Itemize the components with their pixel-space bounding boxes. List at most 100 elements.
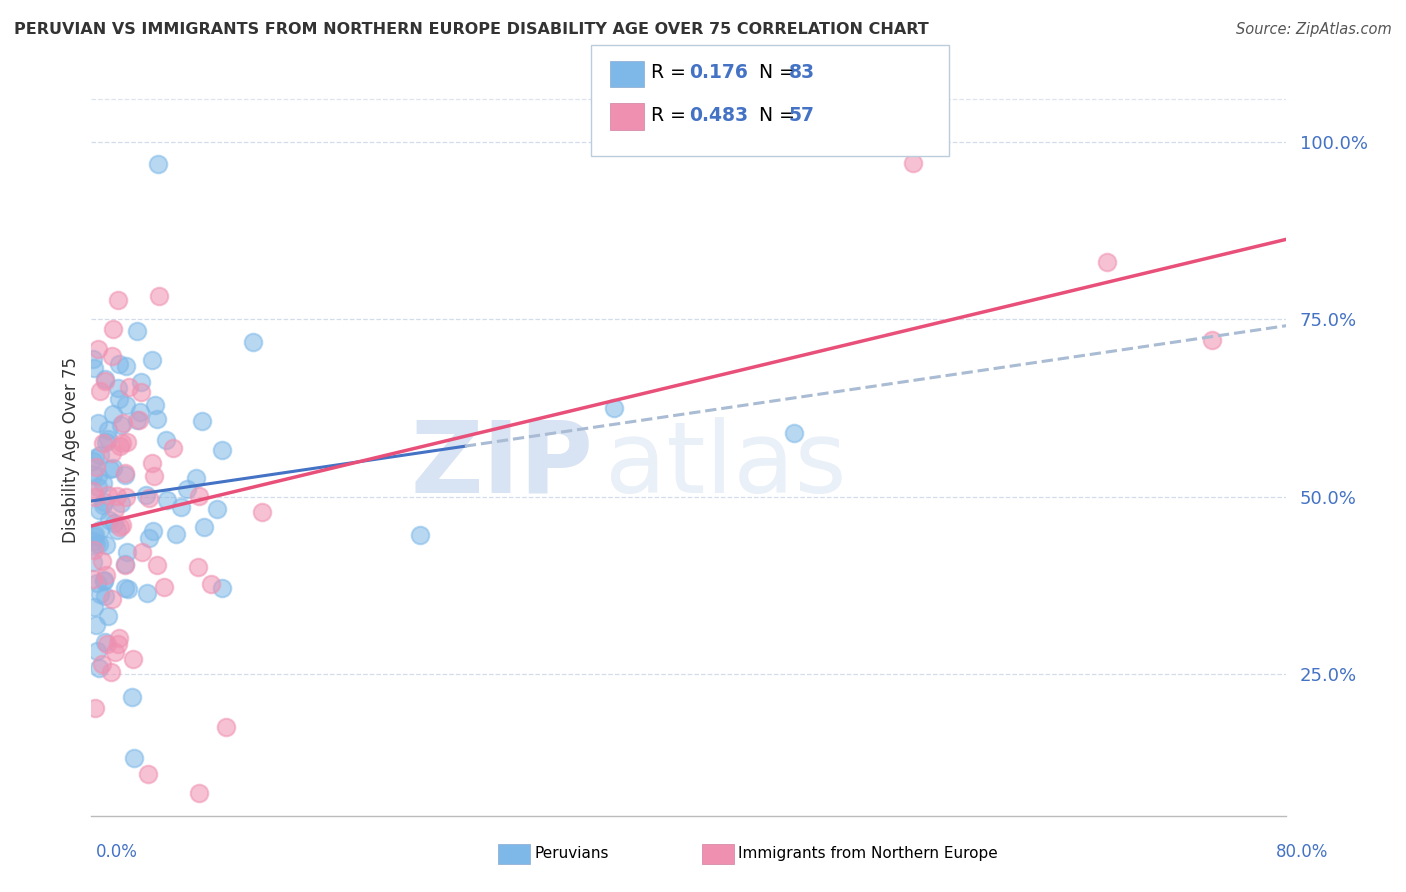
Point — [82, 454, 104, 468]
Point — [141, 456, 163, 470]
Point — [142, 524, 165, 538]
Text: R =: R = — [651, 62, 692, 82]
Point — [83, 534, 105, 549]
Point — [114, 558, 136, 572]
Text: Source: ZipAtlas.com: Source: ZipAtlas.com — [1236, 22, 1392, 37]
Point — [115, 434, 138, 449]
Point — [107, 357, 129, 371]
Point — [84, 617, 107, 632]
Point — [124, 751, 146, 765]
Point — [93, 574, 115, 588]
Point — [131, 545, 153, 559]
Point — [107, 637, 129, 651]
Point — [104, 501, 127, 516]
Point — [93, 494, 115, 508]
Point — [83, 451, 105, 466]
Point — [114, 398, 136, 412]
Point — [155, 493, 177, 508]
Point — [82, 467, 104, 482]
Text: ZIP: ZIP — [411, 417, 593, 514]
Point — [89, 523, 111, 537]
Point — [115, 359, 138, 373]
Point — [129, 384, 152, 399]
Point — [138, 491, 160, 505]
Point — [94, 568, 117, 582]
Point — [101, 407, 124, 421]
Point — [87, 416, 110, 430]
Text: 80.0%: 80.0% — [1277, 843, 1329, 861]
Point — [96, 637, 118, 651]
Point — [97, 608, 120, 623]
Point — [207, 502, 229, 516]
Point — [91, 657, 114, 672]
Point — [82, 484, 104, 499]
Point — [127, 324, 149, 338]
Text: 0.0%: 0.0% — [96, 843, 138, 861]
Point — [89, 384, 111, 398]
Point — [100, 665, 122, 679]
Text: Peruvians: Peruvians — [534, 847, 609, 861]
Point — [110, 418, 132, 433]
Point — [165, 526, 187, 541]
Point — [782, 425, 804, 440]
Point — [121, 651, 143, 665]
Text: Immigrants from Northern Europe: Immigrants from Northern Europe — [738, 847, 998, 861]
Point — [114, 581, 136, 595]
Point — [186, 471, 208, 485]
Point — [105, 523, 128, 537]
Point — [108, 632, 131, 646]
Point — [135, 488, 157, 502]
Point — [129, 375, 152, 389]
Point — [193, 519, 215, 533]
Y-axis label: Disability Age Over 75: Disability Age Over 75 — [62, 358, 80, 543]
Point — [84, 526, 107, 541]
Point — [107, 381, 129, 395]
Point — [200, 577, 222, 591]
Point — [146, 558, 169, 572]
Point — [107, 293, 129, 307]
Point — [176, 482, 198, 496]
Point — [97, 423, 120, 437]
Text: R =: R = — [651, 105, 692, 125]
Point — [242, 334, 264, 349]
Text: 57: 57 — [789, 105, 814, 125]
Point — [252, 505, 274, 519]
Point — [87, 536, 110, 550]
Point — [84, 491, 107, 505]
Point — [86, 576, 108, 591]
Point — [105, 489, 128, 503]
Point — [90, 554, 112, 568]
Point — [101, 322, 124, 336]
Point — [108, 439, 131, 453]
Point — [86, 644, 108, 658]
Point — [191, 414, 214, 428]
Point — [138, 531, 160, 545]
Text: N =: N = — [747, 105, 800, 125]
Point — [82, 555, 104, 569]
Point — [97, 513, 120, 527]
Point — [91, 436, 114, 450]
Point — [211, 443, 233, 458]
Point — [118, 380, 141, 394]
Point — [87, 503, 110, 517]
Point — [901, 156, 924, 170]
Point — [101, 461, 124, 475]
Point — [87, 480, 110, 494]
Point — [115, 545, 138, 559]
Point — [91, 498, 114, 512]
Point — [82, 352, 104, 367]
Point — [211, 581, 233, 595]
Point — [111, 517, 134, 532]
Point — [94, 374, 117, 388]
Point — [117, 582, 139, 596]
Point — [89, 448, 111, 462]
Point — [136, 767, 159, 781]
Text: atlas: atlas — [605, 417, 846, 514]
Point — [114, 558, 136, 572]
Point — [115, 490, 138, 504]
Point — [143, 398, 166, 412]
Point — [83, 543, 105, 558]
Point — [103, 516, 125, 530]
Point — [114, 467, 136, 481]
Point — [409, 528, 432, 542]
